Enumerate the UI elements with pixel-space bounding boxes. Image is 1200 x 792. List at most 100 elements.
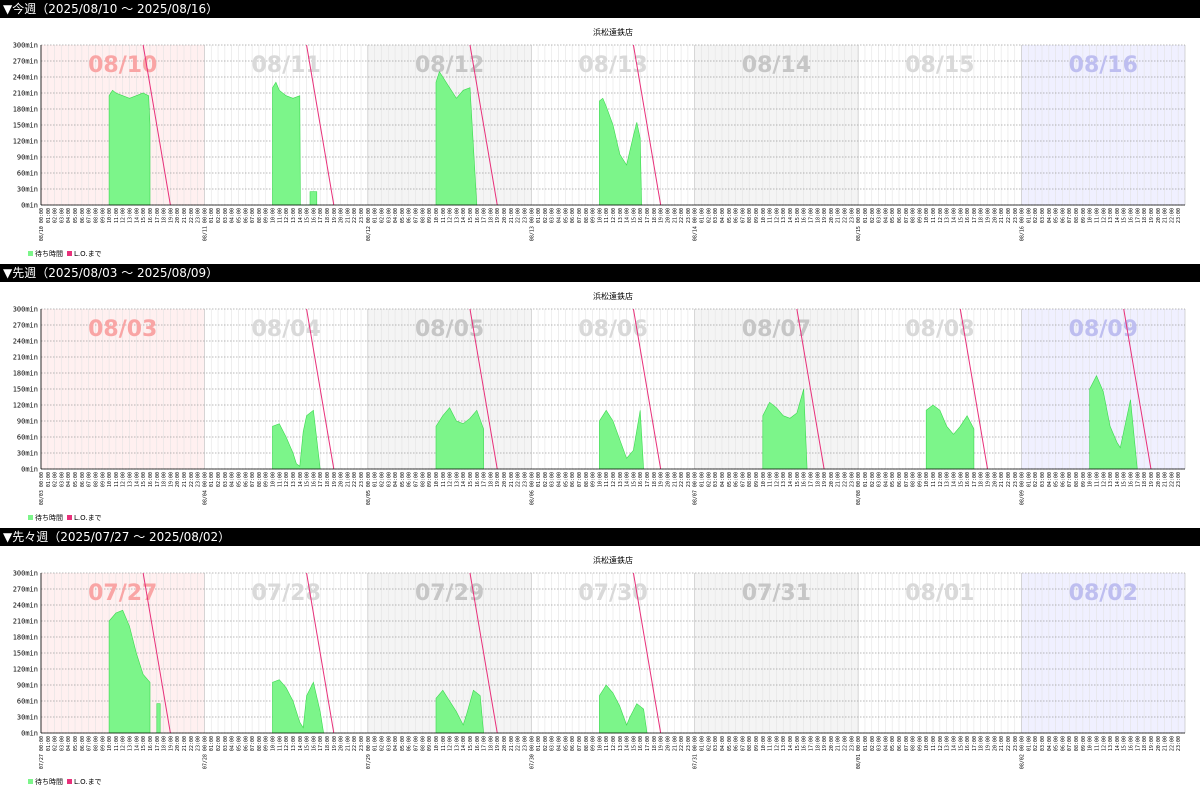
x-tick-label: 22:00 bbox=[1169, 736, 1175, 751]
x-tick-label: 04:00 bbox=[557, 208, 563, 223]
x-tick-label: 03:00 bbox=[223, 736, 229, 751]
x-tick-label: 15:00 bbox=[1122, 736, 1128, 751]
x-tick-label: 01:00 bbox=[700, 736, 706, 751]
x-tick-label: 17:00 bbox=[155, 208, 161, 223]
x-tick-label: 10:00 bbox=[271, 736, 277, 751]
x-tick-label: 08:00 bbox=[257, 472, 263, 487]
x-tick-label: 18:00 bbox=[815, 472, 821, 487]
x-tick-label: 01:00 bbox=[209, 472, 215, 487]
y-tick-label: 0min bbox=[21, 202, 38, 210]
x-tick-label: 08/05 00:00 bbox=[366, 472, 372, 505]
x-tick-label: 06:00 bbox=[570, 208, 576, 223]
x-tick-label: 18:00 bbox=[488, 208, 494, 223]
x-tick-label: 15:00 bbox=[468, 472, 474, 487]
x-tick-label: 09:00 bbox=[917, 208, 923, 223]
y-tick-label: 30min bbox=[17, 186, 38, 194]
x-tick-label: 13:00 bbox=[128, 208, 134, 223]
x-tick-label: 14:00 bbox=[1115, 472, 1121, 487]
x-tick-label: 21:00 bbox=[509, 472, 515, 487]
x-tick-label: 02:00 bbox=[543, 736, 549, 751]
x-tick-label: 12:00 bbox=[284, 736, 290, 751]
x-tick-label: 12:00 bbox=[611, 736, 617, 751]
x-tick-label: 17:00 bbox=[645, 736, 651, 751]
x-tick-label: 08/08 00:00 bbox=[856, 472, 862, 505]
x-tick-label: 18:00 bbox=[1142, 736, 1148, 751]
x-tick-label: 11:00 bbox=[931, 736, 937, 751]
x-tick-label: 12:00 bbox=[938, 736, 944, 751]
x-tick-label: 03:00 bbox=[59, 736, 65, 751]
x-tick-label: 12:00 bbox=[284, 472, 290, 487]
x-tick-label: 11:00 bbox=[277, 472, 283, 487]
week-block-last-week: ▼先週（2025/08/03 ～ 2025/08/09） 0min 30min 60… bbox=[0, 264, 1200, 528]
lo-line-08-13 bbox=[632, 44, 662, 206]
x-tick-label: 09:00 bbox=[754, 736, 760, 751]
x-tick-label: 19:00 bbox=[495, 472, 501, 487]
x-tick-label: 19:00 bbox=[168, 472, 174, 487]
legend-label-lo: L.O.まで bbox=[74, 778, 102, 786]
x-tick-label: 12:00 bbox=[1101, 472, 1107, 487]
x-tick-label: 22:00 bbox=[352, 208, 358, 223]
x-tick-label: 18:00 bbox=[325, 736, 331, 751]
x-tick-label: 08:00 bbox=[747, 472, 753, 487]
x-tick-label: 14:00 bbox=[788, 208, 794, 223]
x-tick-label: 20:00 bbox=[1156, 736, 1162, 751]
x-tick-label: 20:00 bbox=[502, 736, 508, 751]
x-tick-label: 04:00 bbox=[1047, 736, 1053, 751]
x-tick-label: 02:00 bbox=[53, 472, 59, 487]
x-tick-label: 03:00 bbox=[877, 208, 883, 223]
wait-time-area-08-05 bbox=[435, 407, 484, 470]
x-tick-label: 08/16 00:00 bbox=[1020, 208, 1026, 241]
x-tick-label: 14:00 bbox=[951, 472, 957, 487]
x-tick-label: 09:00 bbox=[754, 472, 760, 487]
day-label: 08/02 bbox=[1069, 581, 1138, 606]
x-tick-label: 05:00 bbox=[73, 208, 79, 223]
x-tick-label: 04:00 bbox=[66, 736, 72, 751]
x-tick-label: 19:00 bbox=[822, 736, 828, 751]
x-tick-label: 01:00 bbox=[536, 736, 542, 751]
x-tick-label: 11:00 bbox=[931, 208, 937, 223]
x-tick-label: 10:00 bbox=[434, 208, 440, 223]
x-tick-label: 03:00 bbox=[1040, 208, 1046, 223]
lo-line-08-07 bbox=[796, 308, 825, 470]
x-tick-label: 18:00 bbox=[652, 208, 658, 223]
x-tick-label: 21:00 bbox=[999, 208, 1005, 223]
week-header-last-week: ▼先週（2025/08/03 ～ 2025/08/09） bbox=[0, 264, 1200, 282]
x-tick-label: 10:00 bbox=[271, 472, 277, 487]
x-tick-label: 14:00 bbox=[788, 472, 794, 487]
x-tick-label: 17:00 bbox=[318, 472, 324, 487]
x-tick-label: 08/15 00:00 bbox=[856, 208, 862, 241]
week-header-two-weeks-ago: ▼先々週（2025/07/27 ～ 2025/08/02） bbox=[0, 528, 1200, 546]
x-tick-label: 20:00 bbox=[829, 736, 835, 751]
x-tick-label: 07:00 bbox=[414, 208, 420, 223]
x-tick-label: 17:00 bbox=[155, 472, 161, 487]
x-tick-label: 12:00 bbox=[611, 472, 617, 487]
wait-time-area-08-07 bbox=[762, 388, 808, 470]
x-tick-label: 11:00 bbox=[1094, 736, 1100, 751]
x-tick-label: 08:00 bbox=[257, 208, 263, 223]
x-tick-label: 01:00 bbox=[373, 208, 379, 223]
x-tick-label: 21:00 bbox=[509, 736, 515, 751]
x-tick-label: 07:00 bbox=[414, 736, 420, 751]
x-tick-label: 17:00 bbox=[808, 208, 814, 223]
x-tick-label: 08/13 00:00 bbox=[529, 208, 535, 241]
x-tick-label: 18:00 bbox=[325, 472, 331, 487]
day-label: 08/04 bbox=[252, 317, 321, 342]
x-tick-label: 16:00 bbox=[638, 208, 644, 223]
y-tick-label: 30min bbox=[17, 450, 38, 458]
day-label: 07/28 bbox=[252, 581, 321, 606]
x-tick-label: 11:00 bbox=[114, 736, 120, 751]
x-tick-label: 06:00 bbox=[1060, 736, 1066, 751]
x-tick-label: 17:00 bbox=[1135, 736, 1141, 751]
x-tick-label: 23:00 bbox=[686, 736, 692, 751]
x-tick-label: 13:00 bbox=[454, 472, 460, 487]
x-tick-label: 04:00 bbox=[230, 736, 236, 751]
x-tick-label: 07:00 bbox=[577, 736, 583, 751]
x-tick-label: 08/10 00:00 bbox=[39, 208, 45, 241]
x-tick-label: 09:00 bbox=[591, 208, 597, 223]
x-tick-label: 06:00 bbox=[243, 208, 249, 223]
x-tick-label: 11:00 bbox=[277, 736, 283, 751]
x-tick-label: 07:00 bbox=[740, 208, 746, 223]
x-tick-label: 20:00 bbox=[1156, 472, 1162, 487]
wait-time-area-08-06 bbox=[599, 409, 644, 470]
x-tick-label: 16:00 bbox=[311, 736, 317, 751]
